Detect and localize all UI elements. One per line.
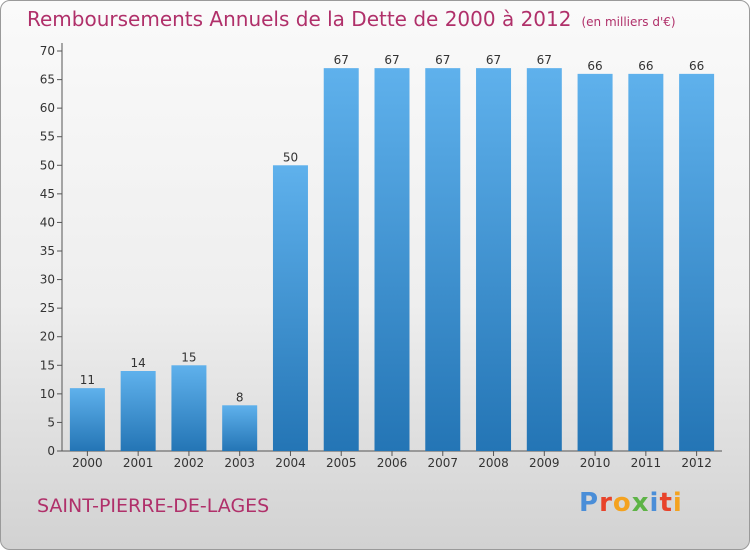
x-tick-label: 2005	[326, 456, 357, 470]
bar	[69, 388, 105, 451]
data-label: 67	[435, 53, 450, 67]
y-tick-label: 55	[40, 130, 55, 144]
y-tick-label: 65	[40, 73, 55, 87]
x-tick-label: 2012	[681, 456, 712, 470]
bars: 11 14 15 8 50 67 67 67 67 67 66 66 66	[69, 53, 715, 452]
y-tick-label: 10	[40, 387, 55, 401]
y-tick-label: 20	[40, 330, 55, 344]
commune-name: SAINT-PIERRE-DE-LAGES	[37, 495, 270, 517]
logo-letter: P	[579, 488, 600, 518]
data-label: 50	[283, 150, 298, 164]
chart-subtitle: (en milliers d'€)	[581, 15, 676, 29]
logo-letter: r	[599, 488, 613, 518]
data-label: 67	[486, 53, 501, 67]
logo-letter: x	[631, 488, 650, 518]
bar-chart: 0 5 10 15 20 25 30 35 40 45 50 55 60 65 70 2000 2001 2002…	[40, 43, 722, 470]
bar	[679, 73, 715, 451]
data-label: 8	[236, 390, 244, 404]
bar	[425, 68, 461, 452]
y-tick-label: 25	[40, 301, 55, 315]
data-label: 14	[131, 356, 146, 370]
x-tick-label: 2011	[631, 456, 662, 470]
data-label: 66	[587, 59, 602, 73]
bar	[374, 68, 410, 452]
proxiti-logo: Proxiti	[579, 488, 683, 518]
x-tick-label: 2004	[275, 456, 306, 470]
bar	[628, 73, 664, 451]
bar	[323, 68, 359, 452]
axes: 0 5 10 15 20 25 30 35 40 45 50 55 60 65 70 2000 2001 2002…	[40, 43, 722, 470]
y-tick-label: 40	[40, 215, 55, 229]
logo-letter: o	[612, 488, 632, 518]
x-tick-label: 2000	[72, 456, 103, 470]
x-tick-label: 2010	[580, 456, 611, 470]
y-tick-label: 35	[40, 244, 55, 258]
bar	[577, 73, 613, 451]
x-tick-label: 2009	[529, 456, 560, 470]
bar	[526, 68, 562, 452]
y-tick-label: 30	[40, 273, 55, 287]
data-label: 15	[181, 350, 196, 364]
y-tick-label: 60	[40, 101, 55, 115]
y-tick-label: 5	[47, 415, 55, 429]
data-label: 67	[384, 53, 399, 67]
y-tick-label: 0	[47, 444, 55, 458]
bar	[476, 68, 512, 452]
logo-letter: i	[649, 488, 660, 518]
x-tick-label: 2008	[478, 456, 509, 470]
logo-letter: i	[672, 488, 683, 518]
data-label: 11	[80, 373, 95, 387]
data-label: 67	[334, 53, 349, 67]
bar	[272, 165, 308, 452]
y-tick-label: 50	[40, 158, 55, 172]
chart-title: Remboursements Annuels de la Dette de 20…	[27, 7, 676, 31]
x-tick-label: 2001	[123, 456, 154, 470]
x-tick-label: 2007	[427, 456, 458, 470]
data-label: 67	[537, 53, 552, 67]
bar	[171, 365, 207, 451]
y-tick-label: 70	[40, 44, 55, 58]
x-tick-label: 2003	[224, 456, 255, 470]
x-tick-label: 2002	[174, 456, 205, 470]
data-label: 66	[638, 59, 653, 73]
bar	[120, 371, 156, 451]
data-label: 66	[689, 59, 704, 73]
logo-letter: t	[659, 488, 673, 518]
chart-title-text: Remboursements Annuels de la Dette de 20…	[27, 7, 572, 31]
x-tick-label: 2006	[377, 456, 408, 470]
bar	[222, 405, 258, 451]
y-tick-label: 45	[40, 187, 55, 201]
y-tick-label: 15	[40, 358, 55, 372]
